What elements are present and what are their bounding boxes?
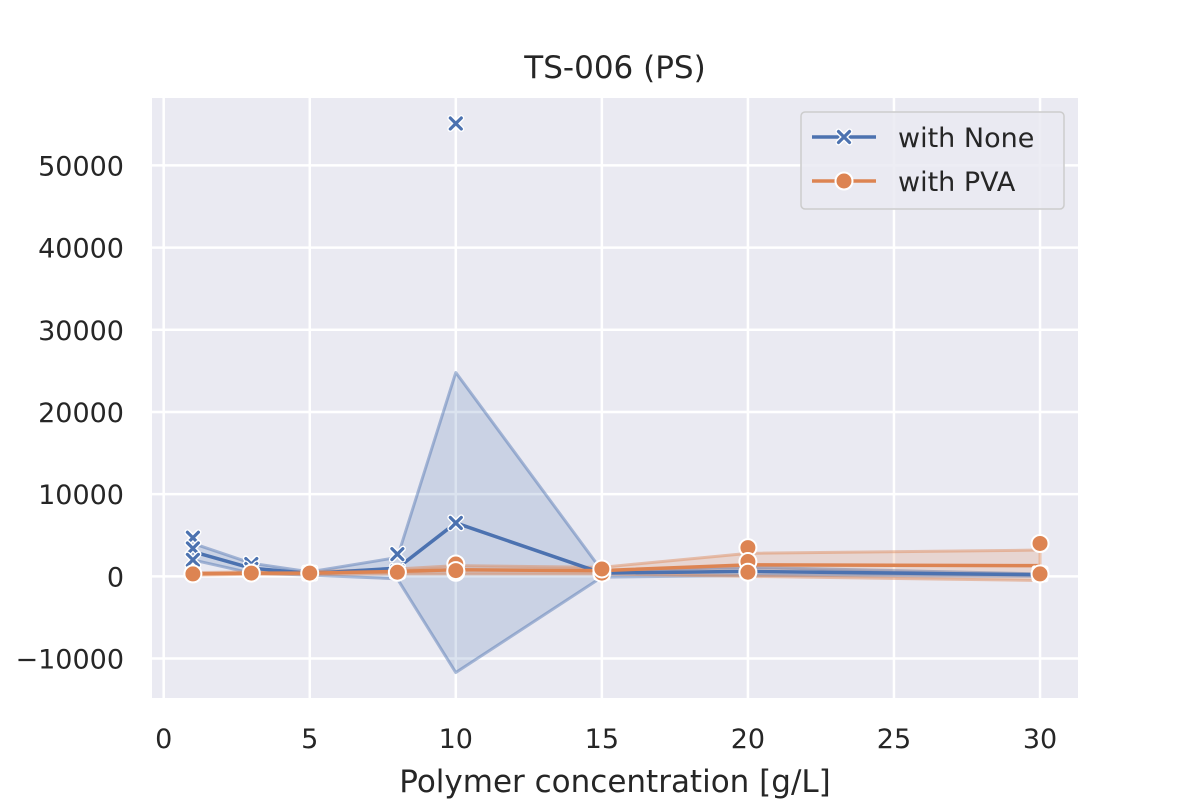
data-point [447, 514, 465, 532]
y-tick-label: 20000 [38, 398, 124, 429]
legend-marker [835, 128, 853, 146]
y-tick-label: 0 [107, 562, 124, 593]
legend-label: with PVA [898, 167, 1016, 198]
series-line [192, 521, 1041, 577]
x-tick-label: 0 [155, 724, 172, 755]
data-markers [183, 114, 1050, 584]
x-tick-labels: 0 5 10 15 20 25 30 [155, 724, 1057, 755]
data-point [388, 545, 406, 563]
series-line [192, 563, 1041, 576]
legend-marker [834, 171, 854, 191]
data-point [446, 561, 466, 581]
data-point [738, 562, 758, 582]
y-tick-label: 10000 [38, 480, 124, 511]
x-tick-label: 30 [1023, 724, 1057, 755]
x-tick-label: 15 [585, 724, 619, 755]
x-axis-label: Polymer concentration [g/L] [399, 764, 831, 800]
data-point [1030, 533, 1050, 553]
chart-title: TS-006 (PS) [523, 50, 705, 86]
series-lines [192, 521, 1041, 577]
data-point [241, 563, 261, 583]
data-point [1030, 564, 1050, 584]
legend: with None with PVA [800, 111, 1065, 210]
data-point [300, 563, 320, 583]
x-tick-label: 5 [301, 724, 318, 755]
data-point [183, 564, 203, 584]
y-tick-label: 50000 [38, 151, 124, 182]
x-tick-label: 20 [731, 724, 765, 755]
legend-label: with None [898, 123, 1034, 154]
data-point [592, 559, 612, 579]
data-point [184, 551, 202, 569]
x-tick-label: 25 [877, 724, 911, 755]
data-point [387, 562, 407, 582]
x-tick-label: 10 [439, 724, 473, 755]
data-point [447, 114, 465, 132]
y-tick-label: 40000 [38, 234, 124, 265]
y-tick-label: 30000 [38, 316, 124, 347]
y-tick-label: −10000 [15, 645, 124, 676]
y-tick-labels: −10000 0 10000 20000 30000 40000 50000 [15, 151, 124, 675]
